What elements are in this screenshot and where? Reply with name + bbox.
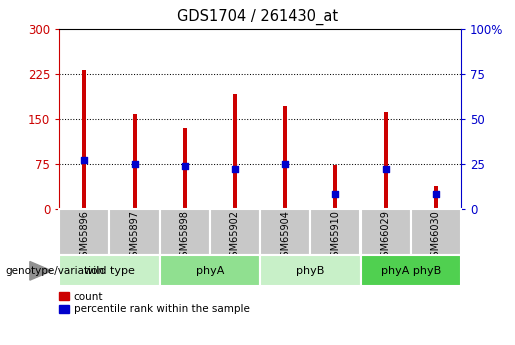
- Text: genotype/variation: genotype/variation: [5, 266, 104, 276]
- Bar: [260, 209, 310, 255]
- Bar: [283, 106, 287, 209]
- Point: [130, 161, 139, 167]
- Text: phyA: phyA: [196, 266, 224, 276]
- Text: GSM65904: GSM65904: [280, 210, 290, 263]
- Bar: [434, 186, 438, 209]
- Text: GSM65896: GSM65896: [79, 210, 89, 263]
- Text: GSM66029: GSM66029: [381, 210, 390, 263]
- Text: GSM65898: GSM65898: [180, 210, 190, 263]
- Text: GSM65910: GSM65910: [331, 210, 340, 263]
- Point: [382, 167, 390, 172]
- Point: [231, 167, 239, 172]
- Bar: [210, 209, 260, 255]
- Bar: [260, 255, 360, 286]
- Text: phyA phyB: phyA phyB: [381, 266, 441, 276]
- Text: phyB: phyB: [296, 266, 324, 276]
- Polygon shape: [30, 262, 52, 280]
- Bar: [82, 70, 87, 209]
- Point: [80, 158, 89, 163]
- Bar: [59, 255, 160, 286]
- Bar: [59, 209, 109, 255]
- Bar: [360, 209, 410, 255]
- Bar: [183, 128, 187, 209]
- Bar: [384, 112, 388, 209]
- Bar: [310, 209, 360, 255]
- Bar: [360, 255, 461, 286]
- Text: GSM65897: GSM65897: [130, 210, 140, 263]
- Bar: [233, 94, 237, 209]
- Point: [281, 161, 289, 167]
- Bar: [160, 209, 210, 255]
- Bar: [410, 209, 461, 255]
- Bar: [132, 114, 136, 209]
- Text: GSM66030: GSM66030: [431, 210, 441, 263]
- Bar: [109, 209, 160, 255]
- Bar: [333, 165, 337, 209]
- Point: [331, 191, 339, 197]
- Point: [432, 191, 440, 197]
- Point: [181, 163, 189, 168]
- Legend: count, percentile rank within the sample: count, percentile rank within the sample: [59, 292, 250, 314]
- Text: GSM65902: GSM65902: [230, 210, 240, 263]
- Text: GDS1704 / 261430_at: GDS1704 / 261430_at: [177, 9, 338, 25]
- Bar: [160, 255, 260, 286]
- Text: wild type: wild type: [84, 266, 135, 276]
